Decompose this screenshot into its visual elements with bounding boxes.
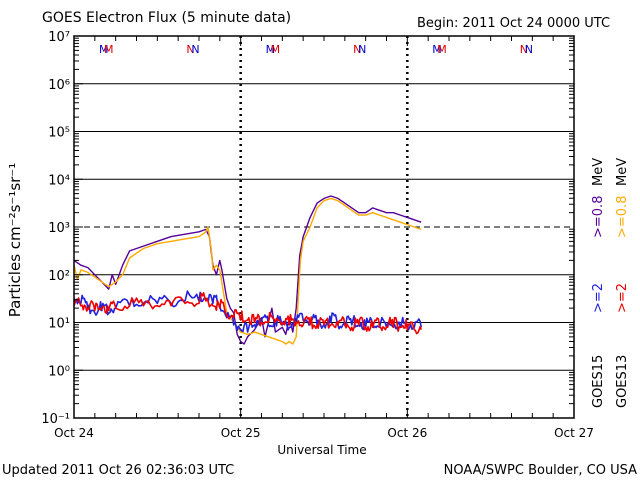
y-tick-label: 10² [48, 269, 70, 284]
legend-column-GOES15: GOES15 >=2 >=0.8 MeV [591, 158, 606, 408]
legend-satellite: GOES13 [615, 355, 630, 408]
grid-layer [74, 83, 574, 371]
axis-layer: 10⁻¹ 10⁰ 10¹ 10² 10³ 10⁴ 10⁵ 10⁶ 10⁷ Oct 24 Oct 25… [41, 30, 594, 440]
legend-energy: >=2 [591, 283, 606, 313]
begin-label: Begin: 2011 Oct 24 0000 UTC [417, 16, 610, 31]
legend-energy: >=2 [615, 283, 630, 313]
y-tick-label: 10³ [48, 221, 70, 236]
top-marker-N: N [353, 43, 361, 56]
x-tick-label: Oct 27 [554, 426, 594, 440]
day-markers: MM NN MM NN MM NN [99, 36, 533, 418]
top-marker-M: M [432, 43, 442, 56]
series-line-GOES13-0.8 [73, 197, 422, 345]
top-marker-N: N [191, 43, 199, 56]
top-marker-N: N [525, 43, 533, 56]
series-line-GOES15-2 [73, 290, 422, 333]
series-layer [73, 195, 422, 345]
credit-label: NOAA/SWPC Boulder, CO USA [444, 463, 637, 478]
x-tick-label: Oct 24 [54, 426, 94, 440]
x-tick-label: Oct 25 [221, 426, 261, 440]
top-marker-M: M [266, 43, 276, 56]
legend-energy: >=0.8 [615, 196, 630, 238]
legend-unit: MeV [615, 158, 630, 186]
y-tick-label: 10¹ [48, 317, 70, 332]
top-marker-N: N [520, 43, 528, 56]
series-line-GOES15-0.8 [73, 195, 422, 345]
x-tick-label: Oct 26 [387, 426, 427, 440]
updated-timestamp: Updated 2011 Oct 26 02:36:03 UTC [2, 463, 234, 478]
top-marker-M: M [437, 43, 447, 56]
y-tick-label: 10⁵ [48, 126, 70, 141]
legend-unit: MeV [591, 158, 606, 186]
y-tick-label: 10⁶ [48, 78, 70, 93]
legend-energy: >=0.8 [591, 196, 606, 238]
top-marker-M: M [99, 43, 109, 56]
x-axis-label: Universal Time [277, 443, 366, 457]
top-marker-N: N [186, 43, 194, 56]
y-tick-label: 10⁴ [48, 173, 70, 188]
series-line-GOES13-2 [73, 292, 422, 335]
legend-column-GOES13: GOES13 >=2 >=0.8 MeV [615, 158, 630, 408]
legend-satellite: GOES15 [591, 355, 606, 408]
top-marker-N: N [358, 43, 366, 56]
right-legend: GOES15 >=2 >=0.8 MeV GOES13 >=2 >=0.8 MeV [591, 158, 630, 408]
y-axis-label: Particles cm⁻²s⁻¹sr⁻¹ [6, 163, 24, 317]
y-tick-label: 10⁻¹ [41, 412, 70, 427]
top-marker-M: M [271, 43, 281, 56]
top-marker-M: M [104, 43, 114, 56]
y-tick-label: 10⁷ [48, 30, 70, 45]
y-tick-label: 10⁰ [48, 364, 70, 379]
chart-title: GOES Electron Flux (5 minute data) [42, 10, 291, 26]
